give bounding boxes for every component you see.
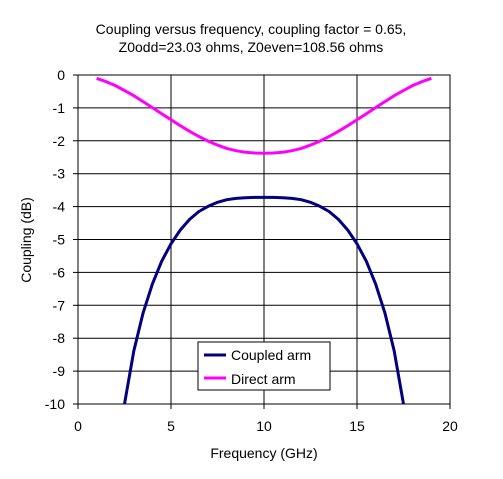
y-axis-ticks: 0 -1 -2 -3 -4 -5 -6 -7 -8 -9 -10 <box>45 67 78 412</box>
legend-box <box>197 341 331 391</box>
x-tick-label: 0 <box>74 418 82 434</box>
y-tick-label: -1 <box>53 100 66 116</box>
y-tick-label: -3 <box>53 166 66 182</box>
y-tick-label: -7 <box>53 297 66 313</box>
series-line-direct-arm <box>96 76 432 155</box>
y-tick-label: -10 <box>45 396 65 412</box>
y-tick-label: -4 <box>53 199 66 215</box>
y-tick-label: 0 <box>57 67 65 83</box>
chart-title-line-2: Z0odd=23.03 ohms, Z0even=108.56 ohms <box>119 39 384 55</box>
y-tick-label: -6 <box>53 264 66 280</box>
legend-label-coupled-arm: Coupled arm <box>231 347 311 363</box>
y-tick-label: -8 <box>53 330 66 346</box>
x-axis-ticks: 0 5 10 15 20 <box>74 404 458 434</box>
y-tick-label: -5 <box>53 232 66 248</box>
x-axis-label: Frequency (GHz) <box>210 445 317 461</box>
chart-title-line-1: Coupling versus frequency, coupling fact… <box>96 21 407 37</box>
x-tick-label: 15 <box>349 418 365 434</box>
y-tick-label: -2 <box>53 133 66 149</box>
series-line-coupled-arm <box>123 195 405 405</box>
y-tick-label: -9 <box>53 363 66 379</box>
y-axis-label: Coupling (dB) <box>18 197 34 283</box>
series-layer <box>96 76 432 405</box>
x-tick-label: 20 <box>442 418 458 434</box>
legend-label-direct-arm: Direct arm <box>231 371 296 387</box>
x-tick-label: 10 <box>256 418 272 434</box>
x-tick-label: 5 <box>167 418 175 434</box>
legend: Coupled arm Direct arm <box>197 341 331 391</box>
